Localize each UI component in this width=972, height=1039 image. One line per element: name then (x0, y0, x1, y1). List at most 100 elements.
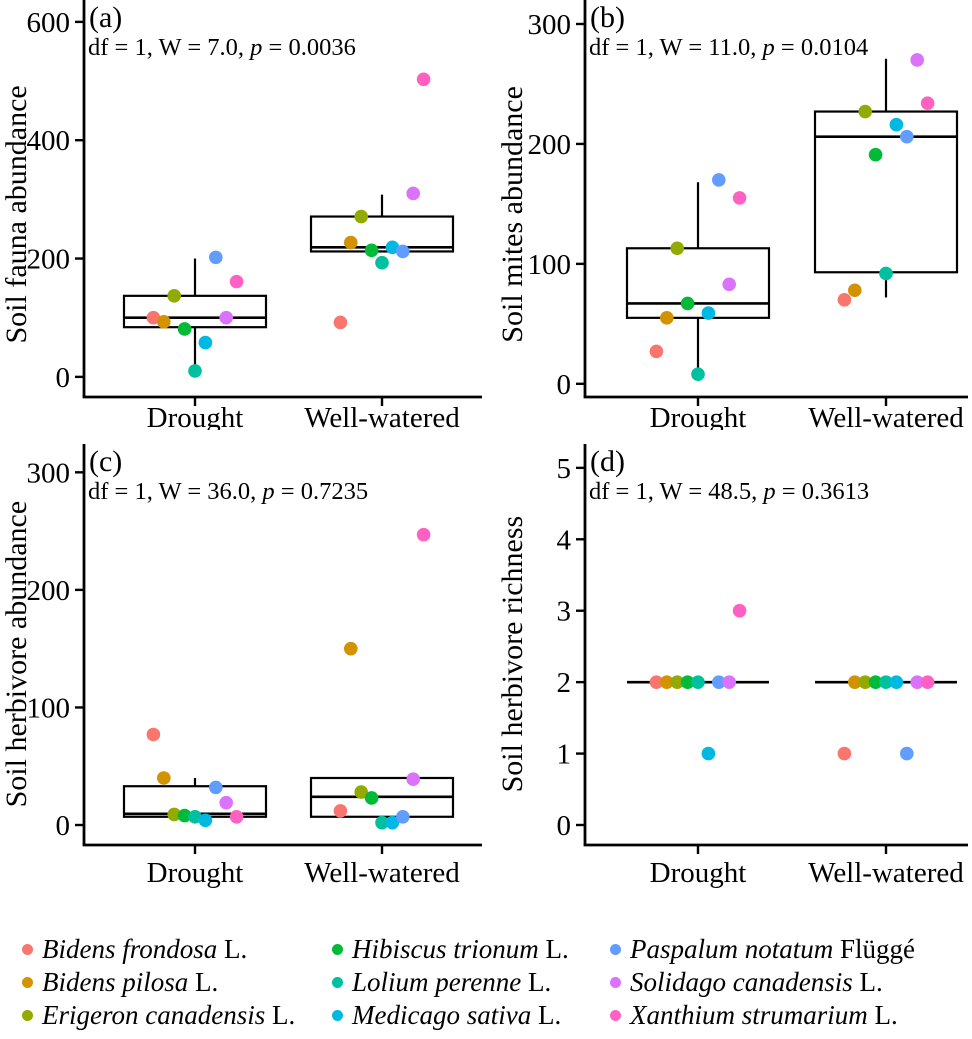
data-point-hibiscus-trionum (364, 791, 379, 805)
y-axis-title: Soil mites abundance (496, 86, 529, 343)
species-authority: Flüggé (840, 934, 916, 964)
data-point-paspalum-notatum (712, 675, 726, 689)
data-point-hibiscus-trionum (364, 243, 379, 258)
y-axis-title: Soil fauna abundance (0, 85, 33, 343)
species-binomial: Xanthium strumarium (630, 1000, 868, 1030)
data-point-bidens-pilosa (344, 641, 358, 656)
x-category-label: Drought (650, 402, 747, 430)
data-point-medicago-sativa (385, 815, 400, 830)
data-point-medicago-sativa (385, 240, 400, 255)
y-tick-label: 0 (557, 810, 572, 842)
data-point-erigeron-canadensis (167, 807, 181, 822)
legend-dot-icon (22, 1010, 33, 1021)
data-point-bidens-frondosa (333, 315, 348, 330)
data-point-xanthium-strumarium (732, 191, 747, 205)
y-tick-label: 200 (528, 129, 572, 161)
y-axis-title: Soil herbivore abundance (0, 501, 33, 808)
data-point-paspalum-notatum (712, 173, 726, 187)
y-axis-title: Soil herbivore richness (496, 516, 529, 793)
species-authority: L. (195, 967, 219, 997)
data-point-bidens-pilosa (660, 311, 674, 325)
legend-species-label: Xanthium strumarium L. (630, 1002, 898, 1029)
data-point-erigeron-canadensis (167, 289, 181, 303)
legend-entry-medicago-sativa: Medicago sativa L. (332, 1002, 561, 1029)
y-tick-label: 0 (557, 369, 572, 401)
species-binomial: Hibiscus trionum (352, 934, 539, 964)
legend-species-label: Solidago canadensis L. (630, 969, 883, 996)
species-binomial: Erigeron canadensis (42, 1000, 266, 1030)
panel-b-soil-mites-abundance: 0 100 200 300 Drought Well-watered Soil mites … (496, 0, 968, 430)
legend-dot-icon (610, 1010, 621, 1021)
y-tick-label: 300 (528, 9, 572, 41)
data-point-erigeron-canadensis (670, 675, 684, 689)
species-authority: L. (537, 1000, 562, 1030)
legend-dot-icon (22, 944, 33, 955)
data-point-medicago-sativa (889, 675, 904, 689)
boxplot-well-watered (309, 776, 455, 818)
x-category-label: Well-watered (808, 402, 964, 430)
y-tick-label: 2 (557, 667, 572, 699)
legend-entry-bidens-pilosa: Bidens pilosa L. (22, 969, 218, 996)
y-tick-label: 100 (27, 692, 71, 724)
panel-d-soil-herbivore-richness: 0 1 2 3 4 5 Drought Well-watered Soil herbivore … (496, 444, 968, 889)
y-tick-label: 200 (27, 244, 71, 276)
species-authority: L. (859, 967, 883, 997)
species-authority: L. (545, 934, 569, 964)
data-point-lolium-perenne (879, 675, 893, 689)
data-point-medicago-sativa (889, 117, 904, 132)
panel-label: (d) (590, 445, 625, 478)
x-category-label: Well-watered (304, 857, 460, 889)
data-point-erigeron-canadensis (354, 209, 369, 224)
legend-species-label: Hibiscus trionum L. (352, 936, 569, 963)
species-binomial: Bidens frondosa (42, 934, 218, 964)
stats-annotation: df = 1, W = 7.0, p = 0.0036 (88, 34, 356, 61)
data-point-xanthium-strumarium (416, 72, 431, 87)
box-iqr (625, 247, 771, 319)
legend-entry-hibiscus-trionum: Hibiscus trionum L. (332, 936, 569, 963)
data-point-paspalum-notatum (396, 244, 410, 259)
data-point-bidens-frondosa (146, 727, 161, 742)
legend-species-label: Bidens pilosa L. (42, 969, 218, 996)
data-point-lolium-perenne (879, 266, 893, 281)
data-point-solidago-canadensis (406, 772, 421, 786)
data-point-hibiscus-trionum (680, 296, 695, 311)
data-point-bidens-pilosa (848, 283, 862, 298)
data-point-lolium-perenne (691, 367, 705, 382)
y-tick-label: 0 (56, 362, 71, 394)
data-point-bidens-frondosa (146, 310, 161, 325)
data-point-solidago-canadensis (219, 310, 233, 325)
y-tick-label: 0 (56, 810, 71, 842)
species-authority: L. (271, 1000, 296, 1030)
panel-a-soil-fauna-abundance: 0 200 400 600 Drought Well-watered Soil fauna … (0, 0, 482, 430)
data-point-solidago-canadensis (910, 53, 924, 67)
data-point-bidens-frondosa (333, 804, 348, 818)
legend-entry-bidens-frondosa: Bidens frondosa L. (22, 936, 247, 963)
panel-label: (a) (89, 1, 122, 34)
x-category-label: Drought (147, 857, 244, 889)
y-tick-label: 600 (27, 7, 71, 39)
data-point-xanthium-strumarium (229, 274, 244, 289)
data-point-medicago-sativa (701, 306, 716, 320)
stats-annotation: df = 1, W = 11.0, p = 0.0104 (589, 34, 868, 61)
legend-species-label: Lolium perenne L. (352, 969, 551, 996)
legend-entry-paspalum-notatum: Paspalum notatum Flüggé (610, 936, 915, 963)
legend-dot-icon (610, 977, 621, 988)
legend-species-label: Erigeron canadensis L. (42, 1002, 295, 1029)
data-point-solidago-canadensis (406, 186, 421, 201)
data-point-bidens-frondosa (837, 293, 852, 307)
data-point-lolium-perenne (375, 255, 389, 270)
legend-entry-lolium-perenne: Lolium perenne L. (332, 969, 551, 996)
data-point-medicago-sativa (701, 746, 716, 761)
y-tick-label: 4 (557, 524, 572, 556)
box-iqr (122, 294, 268, 329)
data-point-hibiscus-trionum (868, 147, 883, 162)
panel-c-soil-herbivore-abundance: 0 100 200 300 Drought Well-watered Soil herbiv… (0, 444, 482, 889)
data-point-medicago-sativa (198, 335, 213, 350)
stats-annotation: df = 1, W = 48.5, p = 0.3613 (589, 478, 869, 505)
data-point-solidago-canadensis (910, 675, 924, 689)
legend-dot-icon (332, 1010, 343, 1021)
data-point-medicago-sativa (198, 813, 213, 828)
data-point-bidens-pilosa (157, 771, 171, 785)
legend-species-label: Paspalum notatum Flüggé (630, 936, 915, 963)
data-point-bidens-pilosa (660, 675, 674, 689)
